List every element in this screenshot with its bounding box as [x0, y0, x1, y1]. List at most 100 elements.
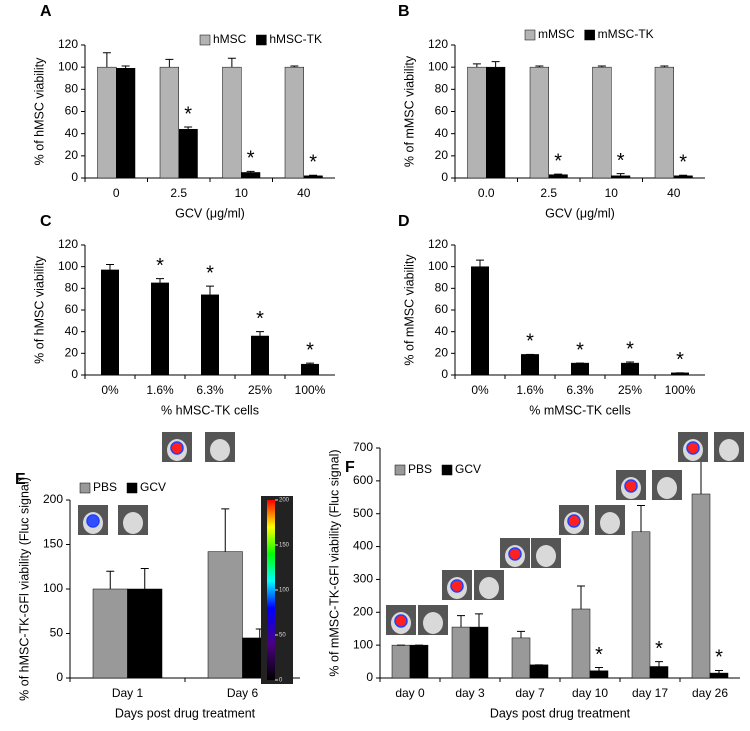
error-bar [554, 173, 563, 175]
y-tick-label: 80 [65, 82, 79, 96]
bar [301, 363, 319, 376]
y-tick-label: 20 [65, 346, 79, 360]
y-tick-label: 0 [366, 670, 373, 684]
significance-star: * [306, 339, 314, 361]
legend-swatch [199, 34, 211, 46]
bar [471, 266, 489, 376]
bar [649, 666, 669, 679]
x-tick-label: day 0 [395, 686, 425, 700]
bar [529, 66, 549, 179]
bar [521, 354, 539, 376]
bar [469, 626, 489, 679]
legend-swatch [126, 482, 138, 494]
signal-blob [450, 579, 464, 593]
error-bar [121, 65, 130, 69]
colorbar-tick-label: 200 [279, 498, 290, 504]
x-tick-label: 6.3% [566, 383, 594, 397]
bar [97, 66, 117, 179]
error-bar [715, 669, 723, 674]
bar [467, 66, 487, 179]
error-bar [227, 57, 236, 68]
significance-star: * [526, 331, 534, 353]
x-axis-label: % hMSC-TK cells [161, 403, 259, 417]
x-axis-label: Days post drug treatment [115, 706, 256, 720]
y-tick-label: 150 [43, 537, 63, 551]
x-tick-label: day 10 [572, 686, 608, 700]
y-tick-label: 60 [435, 104, 449, 118]
bar [222, 66, 242, 179]
error-bar [246, 170, 255, 173]
y-tick-label: 100 [43, 581, 63, 595]
y-tick-label: 0 [441, 367, 448, 381]
bar [159, 66, 179, 179]
x-tick-label: 25% [248, 383, 272, 397]
significance-star: * [156, 255, 164, 277]
error-bar [595, 666, 603, 671]
bar [391, 644, 411, 679]
bar [691, 493, 711, 679]
error-bar [472, 63, 481, 68]
legend-swatch [584, 29, 595, 41]
error-bar [476, 259, 484, 267]
y-tick-label: 50 [50, 626, 64, 640]
bar [621, 362, 639, 376]
x-axis-label: % mMSC-TK cells [529, 403, 630, 417]
error-bar [184, 126, 193, 130]
y-tick-label: 100 [58, 259, 78, 273]
y-tick-label: 100 [58, 59, 78, 73]
signal-blob [86, 514, 100, 528]
error-bar [660, 65, 669, 68]
x-axis-label: Days post drug treatment [490, 706, 631, 720]
x-tick-label: Day 1 [112, 686, 144, 700]
y-tick-label: 120 [428, 37, 448, 51]
error-bar [597, 65, 606, 68]
error-bar [637, 505, 645, 532]
error-bar [140, 568, 149, 589]
error-bar [165, 58, 174, 68]
error-bar [616, 173, 625, 176]
error-bar [206, 285, 214, 295]
x-tick-label: 40 [667, 186, 681, 200]
x-tick-label: 2.5 [170, 186, 187, 200]
bar [127, 588, 163, 679]
panel-title: D [398, 213, 410, 230]
y-tick-label: 40 [435, 126, 449, 140]
significance-star: * [679, 152, 687, 174]
x-tick-label: 0% [101, 383, 119, 397]
bar [178, 128, 198, 179]
y-tick-label: 120 [58, 237, 78, 251]
error-bar [535, 65, 544, 68]
x-tick-label: 1.6% [516, 383, 544, 397]
significance-star: * [309, 152, 317, 174]
bar [589, 670, 609, 679]
signal-blob [567, 514, 581, 528]
bar [251, 335, 269, 376]
signal-blob [394, 614, 408, 628]
x-tick-label: 25% [618, 383, 642, 397]
significance-star: * [715, 647, 723, 669]
significance-star: * [256, 308, 264, 330]
legend-swatch [441, 464, 453, 476]
x-tick-label: day 26 [692, 686, 728, 700]
signal-blob [170, 441, 184, 455]
panel-title: F [345, 459, 355, 476]
mouse-body [423, 612, 443, 634]
bar [592, 66, 612, 179]
bar [201, 294, 219, 376]
y-tick-label: 60 [65, 104, 79, 118]
mouse-body [536, 545, 556, 567]
y-tick-label: 200 [353, 604, 373, 618]
legend-swatch [524, 29, 536, 41]
significance-star: * [676, 349, 684, 371]
y-axis-label: % of hMSC-TK-GFl viability (Fluc signal) [17, 477, 31, 701]
error-bar [221, 508, 230, 552]
error-bar [475, 613, 483, 628]
y-tick-label: 0 [71, 170, 78, 184]
significance-star: * [247, 148, 255, 170]
legend-label: GCV [455, 462, 481, 476]
bar [486, 66, 506, 179]
y-axis-label: % of hMSC viability [32, 255, 46, 363]
significance-star: * [184, 103, 192, 125]
bar [709, 672, 729, 679]
